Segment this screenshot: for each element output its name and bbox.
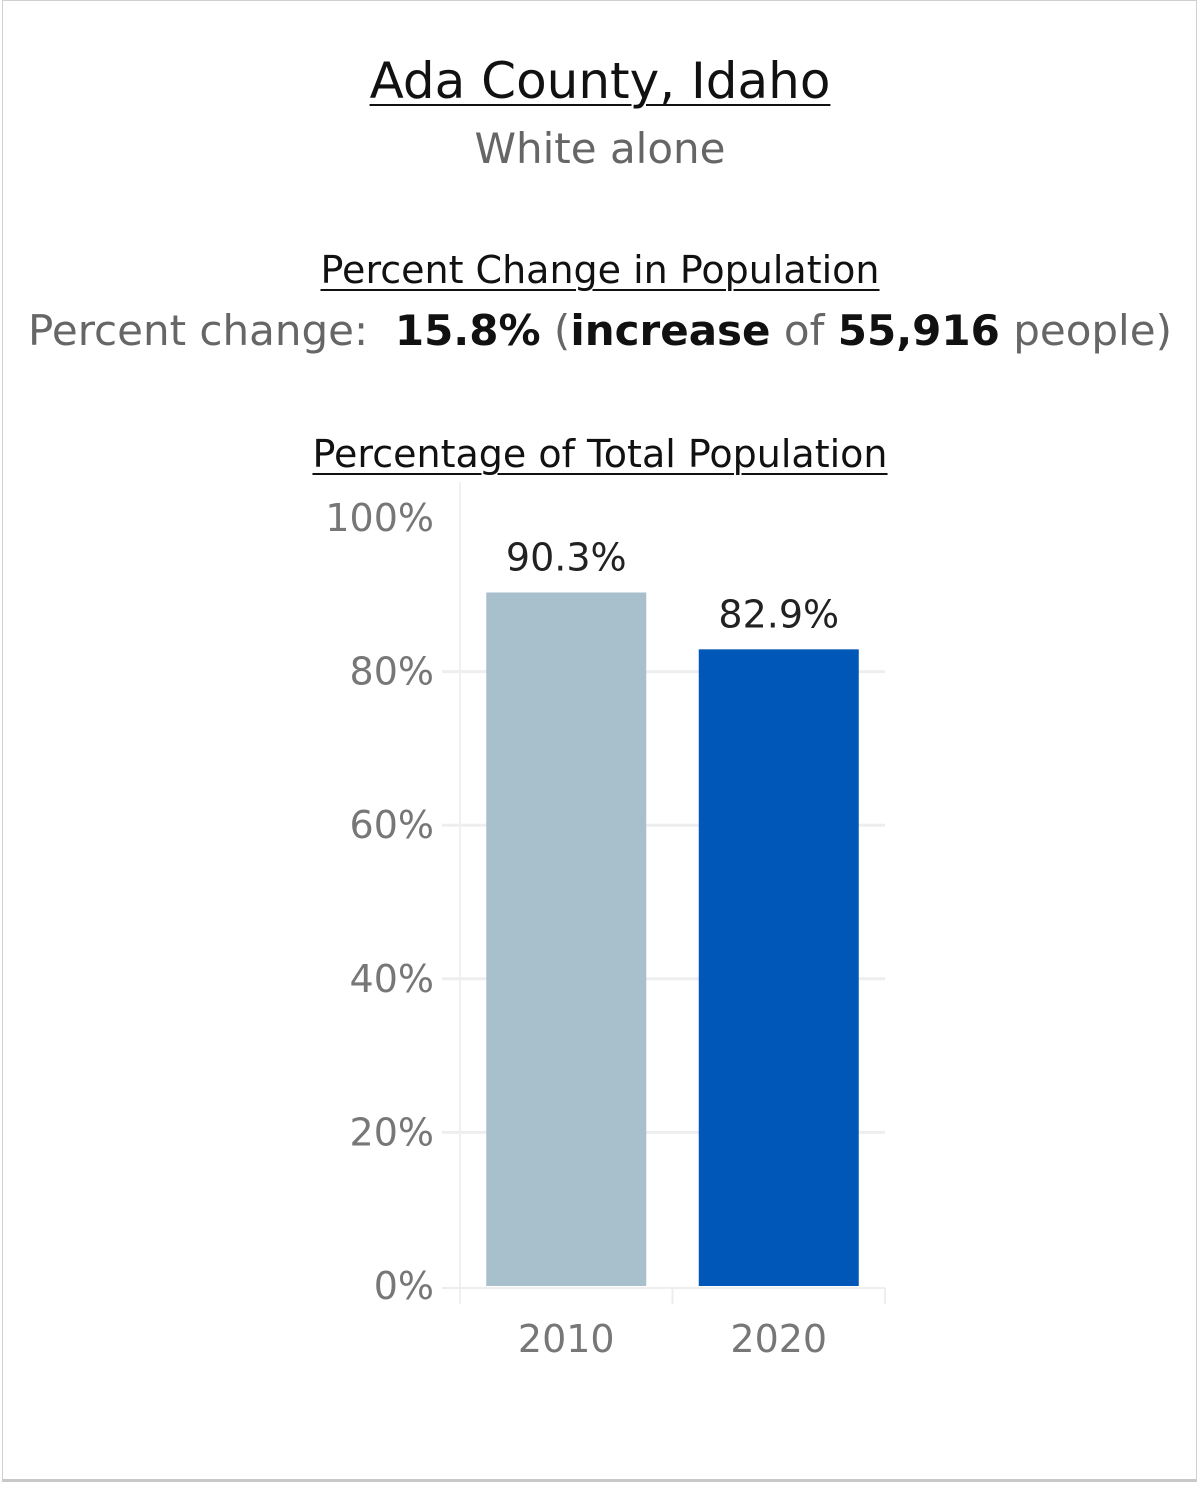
bar-2010 <box>486 592 647 1286</box>
bar-data-label: 90.3% <box>506 535 627 579</box>
bar-chart: 0% 20% 40% 60% 80% 100% 90.3% 2010 82.9% 2020 <box>325 482 886 1361</box>
y-tick-label: 80% <box>350 650 434 694</box>
change-connector: of <box>783 306 825 355</box>
page-title: Ada County, Idaho <box>369 52 831 110</box>
x-tick-label: 2010 <box>518 1317 615 1361</box>
change-count: 55,916 <box>837 306 1000 355</box>
y-tick-label: 60% <box>350 803 434 847</box>
y-tick-label: 100% <box>325 496 434 540</box>
percent-change-value: 15.8% <box>394 306 541 355</box>
bar-2020 <box>698 649 859 1286</box>
y-tick-label: 40% <box>350 957 434 1001</box>
chart-heading: Percentage of Total Population <box>312 432 888 476</box>
bar-data-label: 82.9% <box>718 592 839 636</box>
change-direction: increase <box>570 306 771 355</box>
page-subtitle: White alone <box>474 124 726 173</box>
x-tick-label: 2020 <box>730 1317 827 1361</box>
percent-change-line: Percent change: 15.8% (increase of 55,91… <box>28 306 1172 355</box>
percent-change-label: Percent change: <box>28 306 369 355</box>
percent-change-heading: Percent Change in Population <box>320 248 880 292</box>
change-unit: people <box>1013 306 1156 355</box>
y-tick-label: 0% <box>374 1264 434 1308</box>
y-tick-label: 20% <box>350 1110 434 1154</box>
